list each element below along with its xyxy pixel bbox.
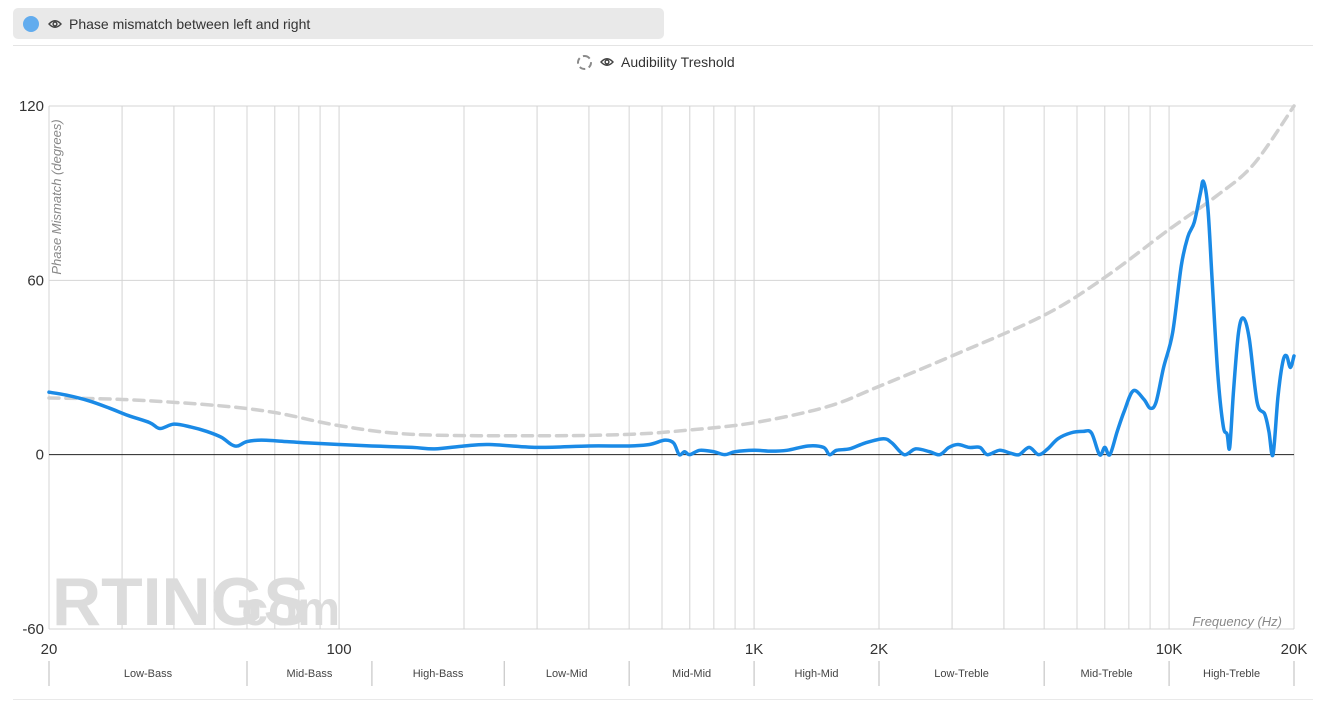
series-color-dot <box>23 15 39 32</box>
watermark-brand: RTINGS <box>52 564 309 640</box>
series-toggle[interactable]: Phase mismatch between left and right <box>13 8 664 39</box>
y-tick-label: -60 <box>22 621 44 638</box>
bottom-divider <box>13 699 1313 700</box>
x-tick-label: 10K <box>1156 641 1183 658</box>
band-label: Low-Treble <box>934 668 989 680</box>
phase-mismatch-line <box>47 179 1296 458</box>
x-tick-label: 2K <box>870 641 888 658</box>
band-label: Mid-Bass <box>287 668 333 680</box>
legend-divider <box>13 45 1313 46</box>
x-tick-label: 100 <box>327 641 352 658</box>
y-tick-label: 60 <box>27 272 44 289</box>
threshold-legend-label: Audibility Treshold <box>621 54 735 70</box>
x-axis-label: Frequency (Hz) <box>1192 614 1282 629</box>
eye-icon[interactable] <box>48 19 62 29</box>
band-label: High-Bass <box>413 668 464 680</box>
threshold-line <box>47 104 1296 438</box>
band-label: Mid-Mid <box>672 668 711 680</box>
band-label: Low-Mid <box>546 668 588 680</box>
x-tick-label: 1K <box>745 641 763 658</box>
y-tick-label: 0 <box>36 447 44 464</box>
watermark-suffix: .com <box>228 583 340 636</box>
band-label: Mid-Treble <box>1081 668 1133 680</box>
band-label: Low-Bass <box>124 668 173 680</box>
ticks: 120 60 0 -60 20 100 1K 2K 10K 20K <box>19 98 1307 658</box>
x-tick-label: 20 <box>41 641 58 658</box>
series <box>47 104 1296 458</box>
y-axis-label: Phase Mismatch (degrees) <box>49 119 64 274</box>
x-tick-label: 20K <box>1281 641 1308 658</box>
threshold-toggle[interactable]: Audibility Treshold <box>577 52 735 72</box>
eye-icon[interactable] <box>600 57 614 67</box>
y-tick-label: 120 <box>19 98 44 115</box>
series-legend-label: Phase mismatch between left and right <box>69 15 311 32</box>
frequency-bands: Low-Bass Mid-Bass High-Bass Low-Mid Mid-Mid H… <box>48 661 1295 686</box>
threshold-color-dot <box>577 54 592 70</box>
band-label: High-Treble <box>1203 668 1260 680</box>
band-label: High-Mid <box>795 668 839 680</box>
grid <box>48 105 1295 630</box>
